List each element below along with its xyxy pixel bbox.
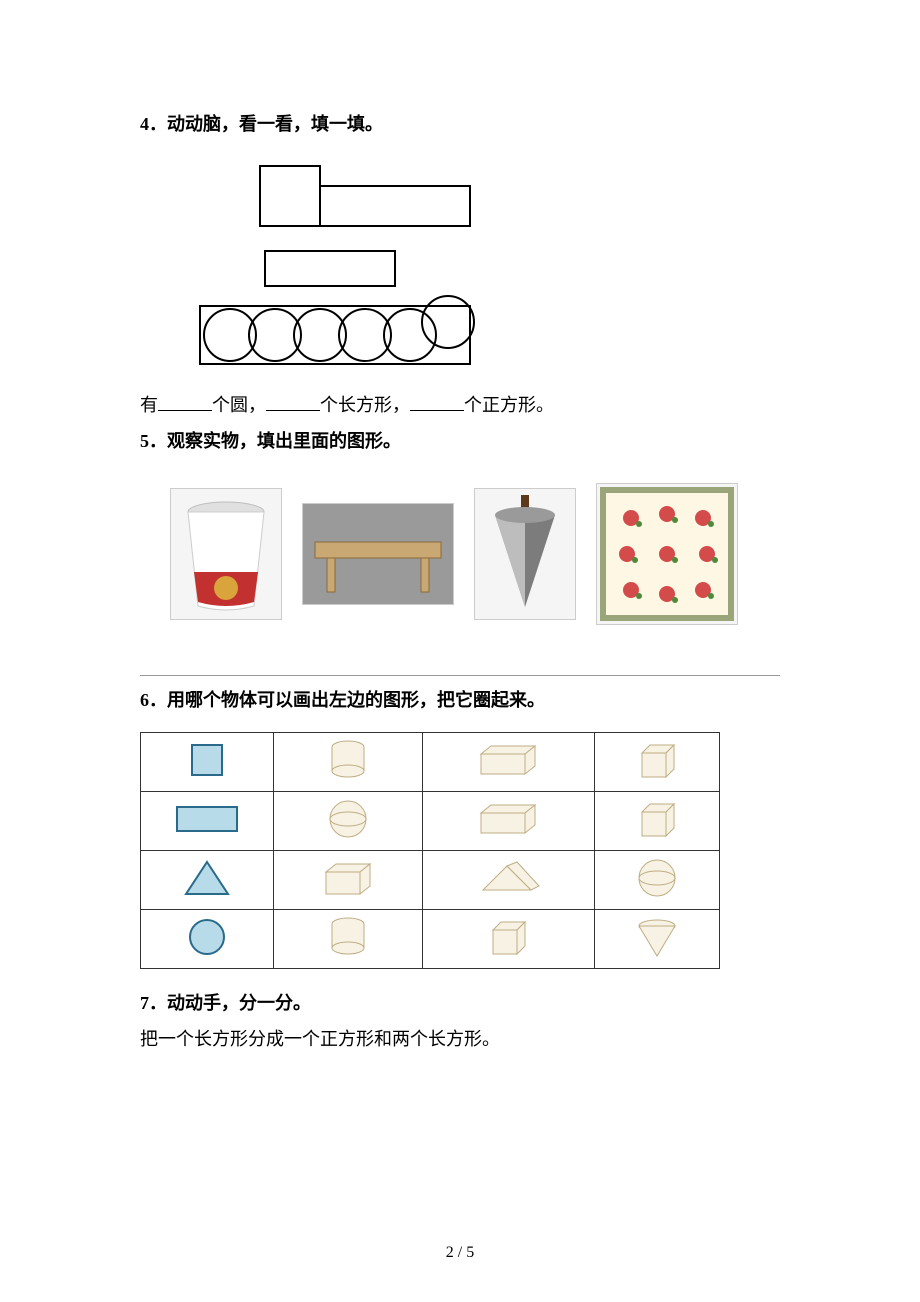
photo-plumb xyxy=(474,488,576,620)
solid-cube[interactable] xyxy=(594,792,719,851)
photo-cloth xyxy=(596,483,738,625)
q4-diagram xyxy=(180,156,780,381)
flat-circle xyxy=(141,910,274,969)
q7-title: 7．动动手，分一分。 xyxy=(140,989,780,1015)
solid-cuboid[interactable] xyxy=(422,792,594,851)
q4-t2: 个长方形， xyxy=(320,395,410,415)
solid-prism[interactable] xyxy=(422,851,594,910)
solid-cube[interactable] xyxy=(422,910,594,969)
table-row xyxy=(141,910,720,969)
table-row xyxy=(141,733,720,792)
solid-sphere[interactable] xyxy=(594,851,719,910)
q4-t3: 个正方形。 xyxy=(464,395,554,415)
solid-cylinder[interactable] xyxy=(274,733,423,792)
page-footer: 2 / 5 xyxy=(0,1244,920,1262)
q4-pre: 有 xyxy=(140,395,158,415)
q5-photo-row xyxy=(170,483,780,625)
photo-bench xyxy=(302,503,454,605)
q5-title: 5．观察实物，填出里面的图形。 xyxy=(140,427,780,453)
flat-triangle xyxy=(141,851,274,910)
solid-cuboid[interactable] xyxy=(422,733,594,792)
q4-sentence: 有 个圆， 个长方形， 个正方形。 xyxy=(140,391,780,417)
solid-sphere[interactable] xyxy=(274,792,423,851)
q7-text: 把一个长方形分成一个正方形和两个长方形。 xyxy=(140,1025,780,1051)
solid-cuboid[interactable] xyxy=(274,851,423,910)
table-row xyxy=(141,792,720,851)
flat-rectangle xyxy=(141,792,274,851)
q4-blank1[interactable] xyxy=(158,394,212,411)
q4-blank2[interactable] xyxy=(266,394,320,411)
solid-cylinder[interactable] xyxy=(274,910,423,969)
q4-blank3[interactable] xyxy=(410,394,464,411)
q4-title: 4．动动脑，看一看，填一填。 xyxy=(140,110,780,136)
solid-cube[interactable] xyxy=(594,733,719,792)
table-row xyxy=(141,851,720,910)
q6-table xyxy=(140,732,720,969)
q4-t1: 个圆， xyxy=(212,395,266,415)
photo-cup xyxy=(170,488,282,620)
flat-square xyxy=(141,733,274,792)
q6-title: 6．用哪个物体可以画出左边的图形，把它圈起来。 xyxy=(140,686,780,712)
q5-answer-line[interactable] xyxy=(140,675,780,676)
solid-cone[interactable] xyxy=(594,910,719,969)
